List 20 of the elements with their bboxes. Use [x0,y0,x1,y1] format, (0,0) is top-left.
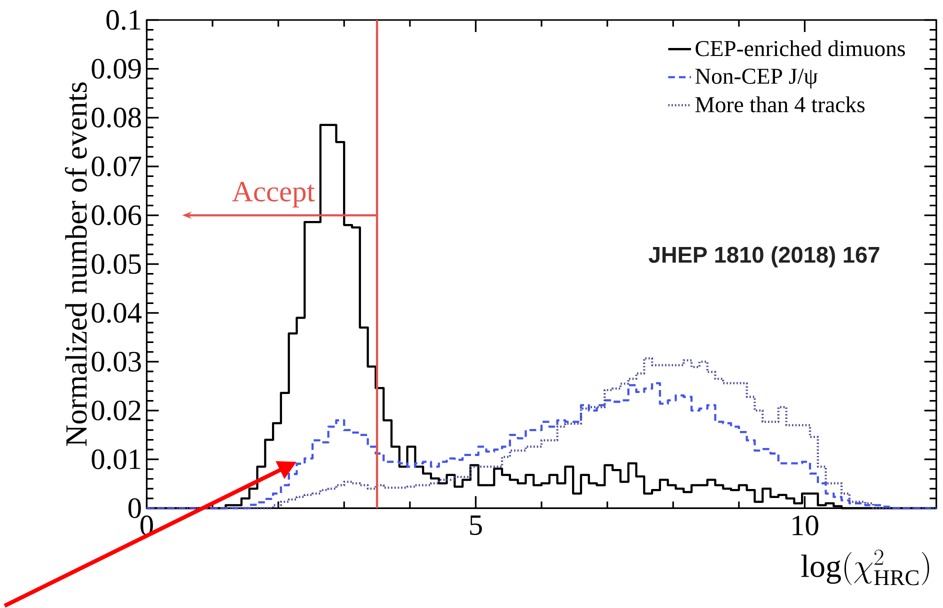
y-tick-label: 0 [128,498,141,518]
y-tick-label: 0.09 [92,58,141,79]
legend-label: CEP-enriched dimuons [696,40,905,56]
y-axis-title: Normalized number of events [64,82,87,446]
y-tick-label: 0.01 [92,449,140,470]
y-tick-label: 0.07 [92,156,142,176]
y-tick-label: 0.04 [92,302,142,323]
x-tick-label: 10 [792,515,818,536]
legend-label: More than 4 tracks [695,96,865,112]
y-tick-label: 0.03 [92,352,141,372]
y-tick-label: 0.06 [92,205,142,226]
y-tick-label: 0.08 [92,108,141,128]
legend-label: Non-CEP J/ψ [695,68,818,88]
x-axis-title: $\mathrm{log}(\chi^{2}_{\mathrm{HRC}})$ [801,549,930,586]
ref-line-label: Accept [232,182,315,208]
y-tick-label: 0.05 [92,254,141,274]
y-tick-label: 0.1 [106,10,140,30]
x-tick-label: 5 [470,515,482,535]
y-tick-label: 0.02 [92,400,140,420]
annotation: JHEP 1810 (2018) 167 [648,246,880,268]
